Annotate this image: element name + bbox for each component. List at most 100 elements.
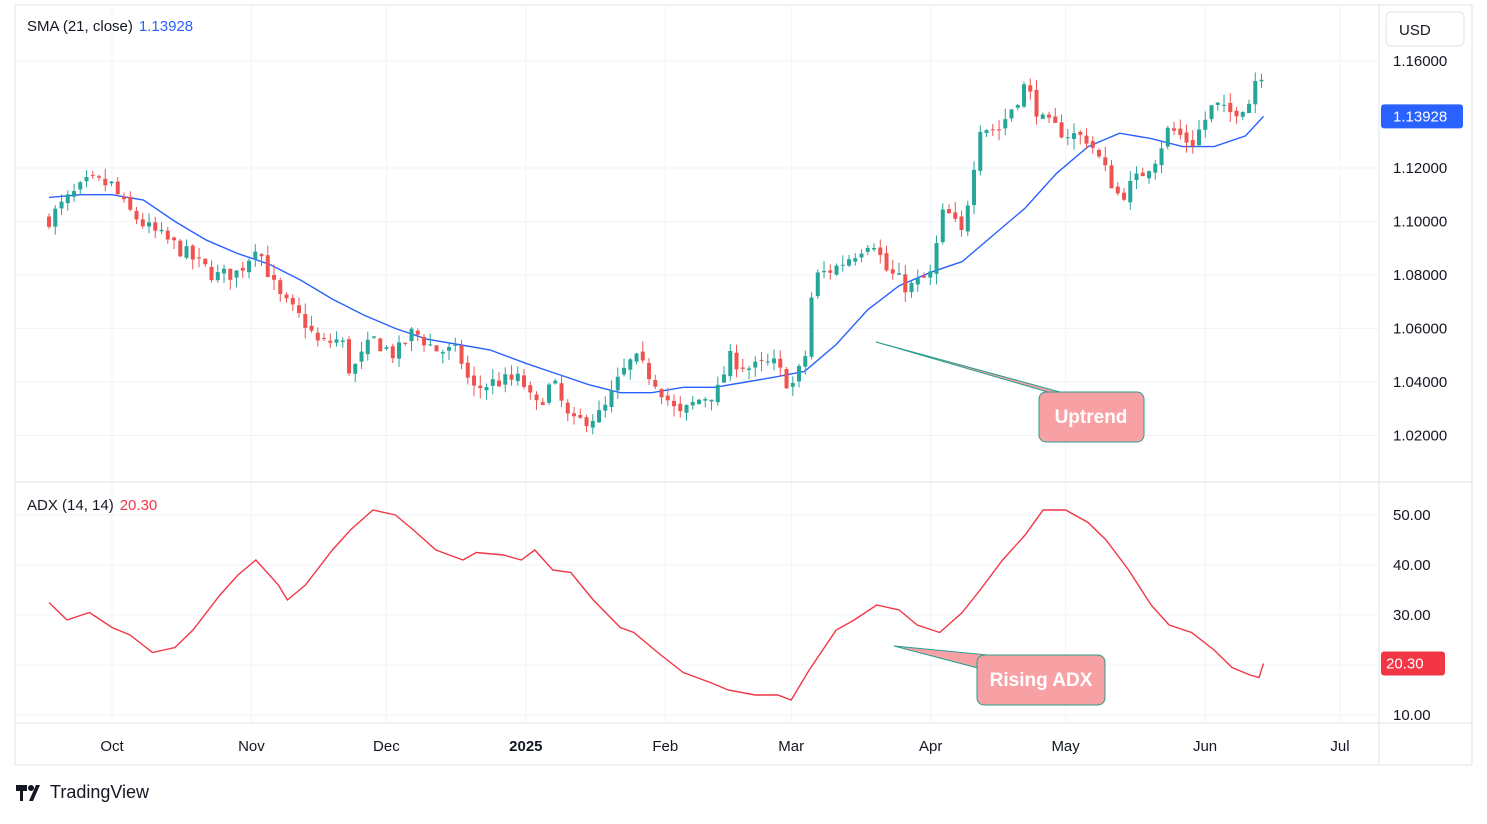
candle-body xyxy=(1097,150,1102,157)
candle-body xyxy=(734,352,739,370)
candle-body xyxy=(1134,173,1139,181)
candle-body xyxy=(197,257,202,259)
candle-body xyxy=(78,182,83,190)
brand-name: TradingView xyxy=(50,782,150,802)
candle-body xyxy=(565,402,570,414)
candle-body xyxy=(1047,114,1052,118)
candle-body xyxy=(115,181,120,195)
candle-body xyxy=(1172,128,1177,131)
tradingview-brand[interactable]: TradingView xyxy=(16,782,149,803)
candle-body xyxy=(997,129,1002,131)
candle-body xyxy=(234,270,239,278)
candle-body xyxy=(190,245,195,260)
candle-body xyxy=(284,294,289,299)
candle-body xyxy=(1197,129,1202,146)
candle-body xyxy=(47,216,52,227)
candle-body xyxy=(1234,110,1239,117)
candle-body xyxy=(390,346,395,359)
candle-body xyxy=(265,255,270,277)
time-axis-tick: Oct xyxy=(100,738,124,755)
candle-body xyxy=(822,270,827,273)
candle-body xyxy=(678,403,683,412)
candle-body xyxy=(1165,127,1170,147)
chart-frame xyxy=(14,4,1473,766)
sma-legend-value: 1.13928 xyxy=(138,18,194,35)
time-axis-tick: Dec xyxy=(373,738,400,755)
sma-price-badge xyxy=(1381,104,1463,129)
candle-body xyxy=(628,359,633,370)
candle-body xyxy=(772,358,777,364)
candle-body xyxy=(353,363,358,374)
candle-body xyxy=(1009,109,1014,119)
candle-body xyxy=(878,247,883,256)
candle-body xyxy=(815,272,820,297)
candle-body xyxy=(653,380,658,387)
candle-body xyxy=(884,253,889,271)
candle-body xyxy=(515,373,520,381)
candle-body xyxy=(697,399,702,404)
candle-body xyxy=(1059,122,1064,138)
candle-body xyxy=(540,402,545,405)
candle-body xyxy=(165,230,170,240)
candle-body xyxy=(872,247,877,250)
candle-body xyxy=(1034,89,1039,117)
candle-body xyxy=(209,266,214,281)
candle-body xyxy=(203,258,208,265)
candle-body xyxy=(297,305,302,314)
candle-body xyxy=(1090,141,1095,148)
candle-body xyxy=(315,332,320,341)
sma-legend[interactable]: SMA (21, close) 1.13928 xyxy=(27,18,193,35)
candle-body xyxy=(659,389,664,398)
candle-body xyxy=(90,174,95,176)
candle-body xyxy=(547,384,552,403)
candle-body xyxy=(597,410,602,423)
candle-body xyxy=(809,297,814,357)
time-axis-tick: Feb xyxy=(652,738,678,755)
candle-body xyxy=(240,267,245,271)
candle-body xyxy=(690,401,695,406)
time-axis-tick: 2025 xyxy=(509,738,542,755)
adx-axis-tick: 50.00 xyxy=(1393,507,1431,524)
price-axis-tick: 1.12000 xyxy=(1393,160,1447,177)
candle-body xyxy=(553,380,558,384)
candle-body xyxy=(715,384,720,403)
candle-body xyxy=(634,353,639,362)
price-axis-tick: 1.02000 xyxy=(1393,428,1447,445)
adx-legend-label: ADX (14, 14) xyxy=(27,497,114,514)
candle-body xyxy=(1115,186,1120,194)
price-axis-tick: 1.16000 xyxy=(1393,53,1447,70)
candle-body xyxy=(865,247,870,252)
adx-value-badge xyxy=(1381,651,1445,676)
candle-body xyxy=(534,394,539,401)
candle-body xyxy=(59,201,64,209)
candle-body xyxy=(640,351,645,361)
candle-body xyxy=(159,229,164,232)
candle-body xyxy=(1222,104,1227,106)
candle-body xyxy=(509,374,514,380)
candle-body xyxy=(147,222,152,227)
candle-body xyxy=(215,272,220,281)
candle-body xyxy=(1147,171,1152,179)
candle-body xyxy=(428,344,433,346)
candle-body xyxy=(922,275,927,278)
candle-body xyxy=(53,208,58,227)
currency-button[interactable] xyxy=(1385,11,1465,47)
candle-body xyxy=(965,205,970,232)
adx-legend[interactable]: ADX (14, 14) 20.30 xyxy=(27,497,157,514)
candle-body xyxy=(328,340,333,343)
candle-body xyxy=(278,280,283,294)
adx-axis-tick: 10.00 xyxy=(1393,707,1431,724)
candle-body xyxy=(522,375,527,387)
candle-body xyxy=(797,366,802,382)
candle-body xyxy=(478,385,483,389)
uptrend-callout xyxy=(1038,391,1145,443)
candle-body xyxy=(465,362,470,378)
candle-body xyxy=(222,268,227,274)
candle-body xyxy=(847,259,852,266)
candle-body xyxy=(372,336,377,338)
time-axis-tick: Mar xyxy=(778,738,804,755)
candle-body xyxy=(609,390,614,407)
candle-body xyxy=(384,347,389,349)
